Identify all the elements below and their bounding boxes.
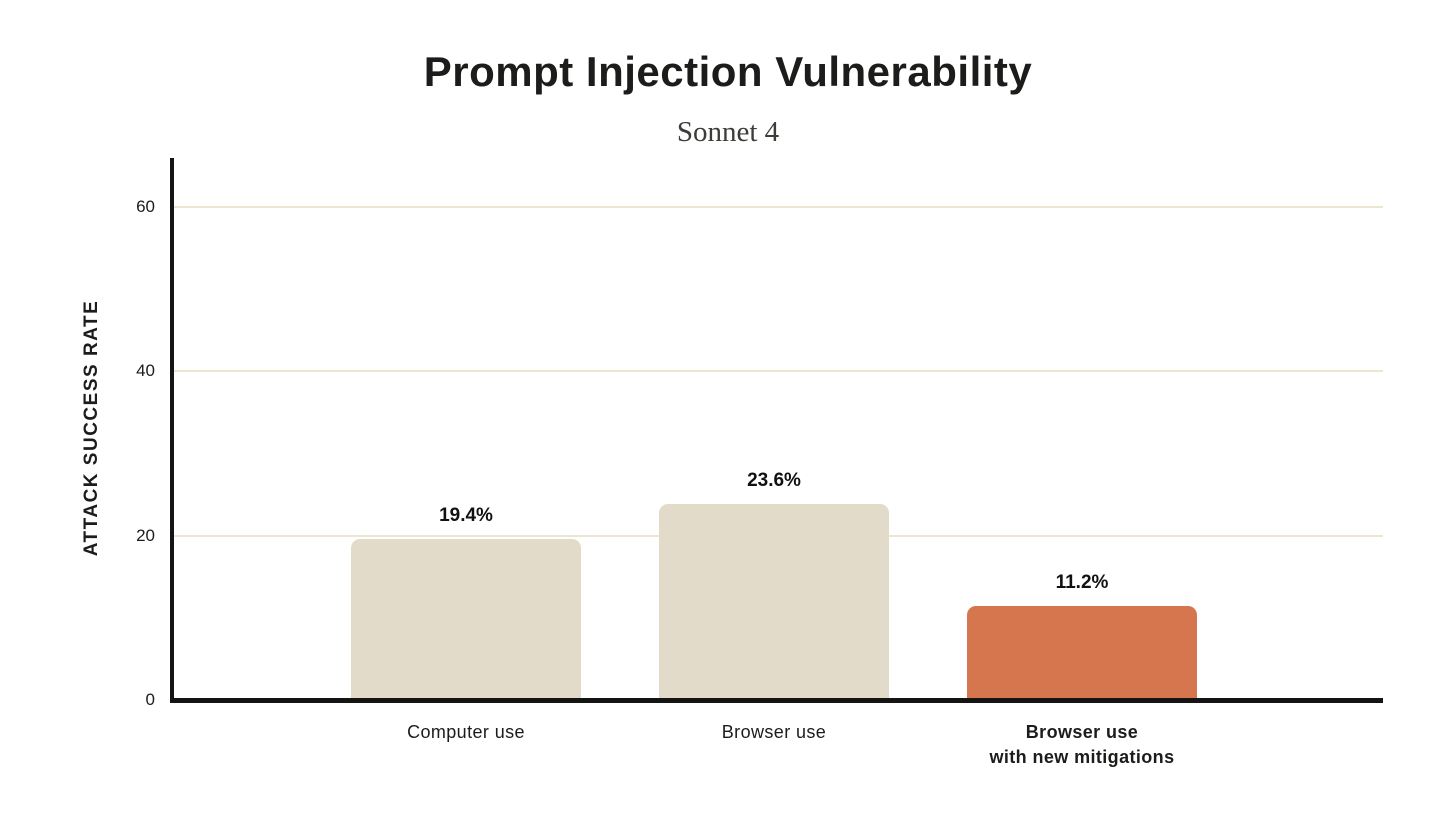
gridline-60 <box>174 205 1383 208</box>
y-axis-line <box>170 158 174 703</box>
chart-subtitle: Sonnet 4 <box>676 116 780 148</box>
category-label-line: Computer use <box>407 722 525 742</box>
chart-title: Prompt Injection Vulnerability <box>423 48 1033 95</box>
category-label-line: with new mitigations <box>989 747 1175 767</box>
y-tick-label-40: 40 <box>136 361 155 381</box>
bar-value-label-3: 11.2% <box>1055 572 1109 593</box>
bar-value-label-2: 23.6% <box>747 470 801 491</box>
y-tick-label-20: 20 <box>136 525 155 545</box>
y-tick-label-60: 60 <box>136 196 155 216</box>
bar-3 <box>967 606 1197 698</box>
category-label-line: Browser use <box>1025 722 1139 742</box>
gridline-40 <box>174 370 1383 373</box>
category-label-3: Browser use with new mitigations <box>932 720 1232 770</box>
category-label-line: Browser use <box>721 722 827 742</box>
y-axis-title: ATTACK SUCCESS RATE <box>81 299 102 557</box>
category-label-1: Computer use <box>316 720 616 745</box>
category-label-2: Browser use <box>624 720 924 745</box>
y-tick-label-0: 0 <box>145 690 155 709</box>
bar-1 <box>351 539 581 698</box>
bar-value-label-1: 19.4% <box>439 505 493 526</box>
x-axis-line <box>170 698 1383 703</box>
bar-2 <box>659 504 889 698</box>
